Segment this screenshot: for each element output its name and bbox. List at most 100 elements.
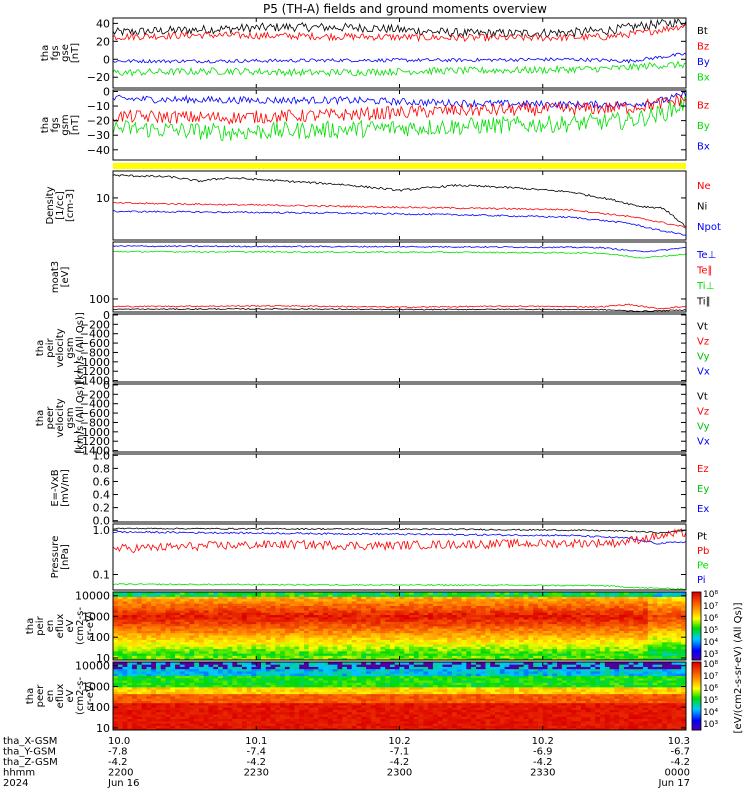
- spectrogram-cell: [509, 607, 515, 611]
- spectrogram-cell: [179, 632, 186, 636]
- spectrogram-cell: [327, 655, 334, 659]
- spectrogram-cell: [146, 630, 152, 634]
- spectrogram-cell: [662, 612, 668, 616]
- spectrogram-cell: [241, 607, 248, 611]
- spectrogram-cell: [480, 628, 486, 631]
- spectrogram-cell: [227, 626, 233, 629]
- spectrogram-cell: [533, 592, 539, 595]
- spectrogram-cell: [127, 641, 133, 645]
- y-axis-label-line: E=-VxB: [50, 469, 61, 506]
- spectrogram-cell: [547, 607, 553, 611]
- spectrogram-cell: [218, 632, 224, 636]
- spectrogram-cell: [227, 727, 233, 731]
- spectrogram-cell: [256, 673, 262, 676]
- spectrogram-cell: [241, 596, 248, 600]
- spectrogram-cell: [471, 621, 477, 625]
- spectrogram-cell: [304, 614, 310, 618]
- spectrogram-cell: [514, 623, 520, 627]
- spectrogram-cell: [189, 700, 195, 704]
- spectrogram-cell: [208, 716, 214, 720]
- spectrogram-cell: [442, 596, 448, 600]
- spectrogram-cell: [208, 653, 214, 656]
- spectrogram-cell: [671, 603, 677, 606]
- spectrogram-cell: [590, 594, 596, 597]
- spectrogram-cell: [184, 723, 190, 726]
- spectrogram-cell: [304, 619, 310, 622]
- spectrogram-cell: [547, 637, 553, 640]
- spectrogram-cell: [132, 718, 138, 722]
- spectrogram-cell: [280, 641, 286, 645]
- spectrogram-cell: [146, 668, 152, 672]
- spectrogram-cell: [361, 628, 367, 631]
- spectrogram-cell: [633, 630, 639, 634]
- spectrogram-cell: [232, 716, 238, 720]
- spectrogram-cell: [136, 714, 143, 717]
- spectrogram-cell: [442, 592, 448, 595]
- spectrogram-cell: [170, 657, 176, 661]
- spectrogram-cell: [261, 723, 267, 726]
- spectrogram-cell: [155, 644, 162, 647]
- spectrogram-cell: [270, 628, 276, 631]
- spectrogram-cell: [571, 639, 577, 643]
- y-tick-label: −400: [80, 328, 110, 341]
- spectrogram-cell: [184, 616, 190, 620]
- spectrogram-cell: [160, 718, 166, 722]
- spectrogram-cell: [604, 650, 611, 654]
- spectrogram-cell: [657, 610, 663, 613]
- spectrogram-cell: [280, 650, 286, 654]
- spectrogram-cell: [189, 693, 195, 697]
- spectrogram-cell: [452, 616, 458, 620]
- spectrogram-cell: [256, 698, 262, 701]
- spectrogram-cell: [184, 700, 190, 704]
- spectrogram-cell: [146, 711, 152, 715]
- spectrogram-cell: [652, 623, 658, 627]
- spectrogram-cell: [509, 630, 515, 634]
- spectrogram-cell: [165, 711, 171, 715]
- spectrogram-cell: [160, 644, 166, 647]
- spectrogram-cell: [356, 601, 362, 604]
- spectrogram-cell: [141, 675, 147, 679]
- spectrogram-cell: [614, 621, 620, 625]
- spectrogram-cell: [666, 653, 673, 656]
- spectrogram-cell: [232, 662, 238, 665]
- spectrogram-cell: [595, 616, 601, 620]
- spectrogram-cell: [337, 650, 343, 654]
- spectrogram-cell: [179, 682, 186, 686]
- spectrogram-cell: [504, 596, 510, 600]
- spectrogram-cell: [681, 644, 687, 647]
- spectrogram-cell: [270, 700, 276, 704]
- spectrogram-cell: [117, 671, 123, 674]
- spectrogram-cell: [184, 644, 190, 647]
- spectrogram-cell: [647, 598, 653, 602]
- colorbar-swatch: [692, 643, 701, 646]
- spectrogram-cell: [466, 610, 472, 613]
- spectrogram-cell: [289, 614, 295, 618]
- spectrogram-cell: [265, 653, 271, 656]
- spectrogram-cell: [246, 689, 252, 692]
- spectrogram-cell: [189, 594, 195, 597]
- spectrogram-cell: [136, 725, 143, 729]
- spectrogram-cell: [294, 621, 300, 625]
- spectrogram-cell: [504, 650, 510, 654]
- spectrogram-cell: [585, 616, 591, 620]
- spectrogram-cell: [308, 646, 314, 650]
- spectrogram-cell: [528, 655, 534, 659]
- y-tick-label: −600: [80, 337, 110, 350]
- spectrogram-cell: [404, 635, 410, 638]
- spectrogram-cell: [580, 610, 587, 613]
- spectrogram-cell: [480, 598, 486, 602]
- spectrogram-cell: [475, 596, 482, 600]
- spectrogram-cell: [337, 623, 343, 627]
- spectrogram-cell: [499, 650, 505, 654]
- spectrogram-cell: [294, 648, 300, 652]
- spectrogram-cell: [380, 605, 386, 609]
- spectrogram-cell: [175, 716, 181, 720]
- spectrogram-cell: [475, 621, 482, 625]
- spectrogram-cell: [394, 592, 400, 595]
- spectrogram-cell: [557, 630, 563, 634]
- spectrogram-cell: [141, 616, 147, 620]
- spectrogram-cell: [170, 696, 176, 699]
- spectrogram-cell: [189, 686, 195, 690]
- spectrogram-cell: [256, 644, 262, 647]
- spectrogram-cell: [194, 686, 200, 690]
